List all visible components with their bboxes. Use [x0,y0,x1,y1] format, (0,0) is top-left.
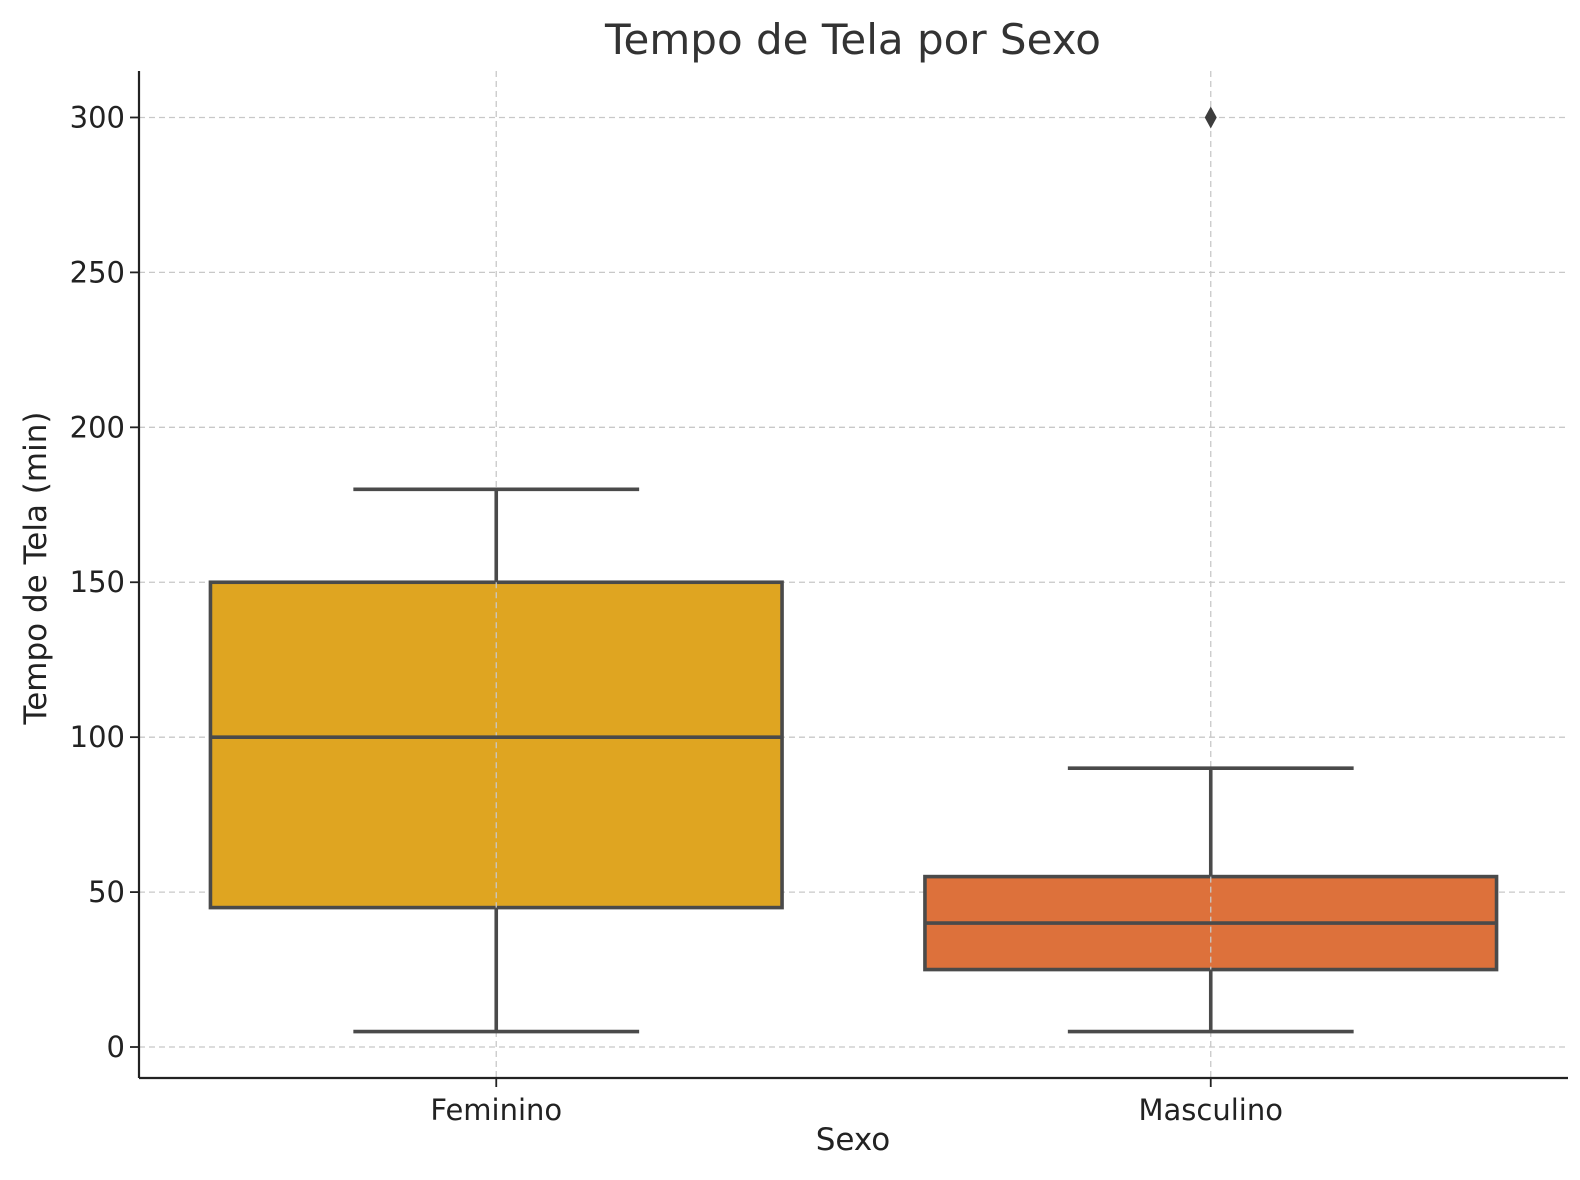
y-tick-label-3: 150 [70,565,125,599]
outlier-point-1-0 [1204,106,1217,129]
y-tick-label-4: 200 [70,410,125,444]
y-tick-label-1: 50 [88,875,125,909]
box-group-1 [923,106,1499,1034]
x-tick-label-0: Feminino [430,1093,562,1127]
y-tick-label-5: 250 [70,255,125,289]
y-axis-label: Tempo de Tela (min) [18,412,54,726]
x-axis-label: Sexo [816,1122,891,1158]
chart-title: Tempo de Tela por Sexo [604,15,1101,64]
box-group-0 [208,487,784,1034]
y-tick-label-6: 300 [70,100,125,134]
y-tick-label-2: 100 [70,720,125,754]
x-tick-label-1: Masculino [1139,1093,1283,1127]
axes: 0 50 100 150 200 250 300 Feminino Masculino [70,71,1568,1127]
boxes-layer [208,106,1499,1034]
y-tick-label-0: 0 [107,1030,125,1064]
